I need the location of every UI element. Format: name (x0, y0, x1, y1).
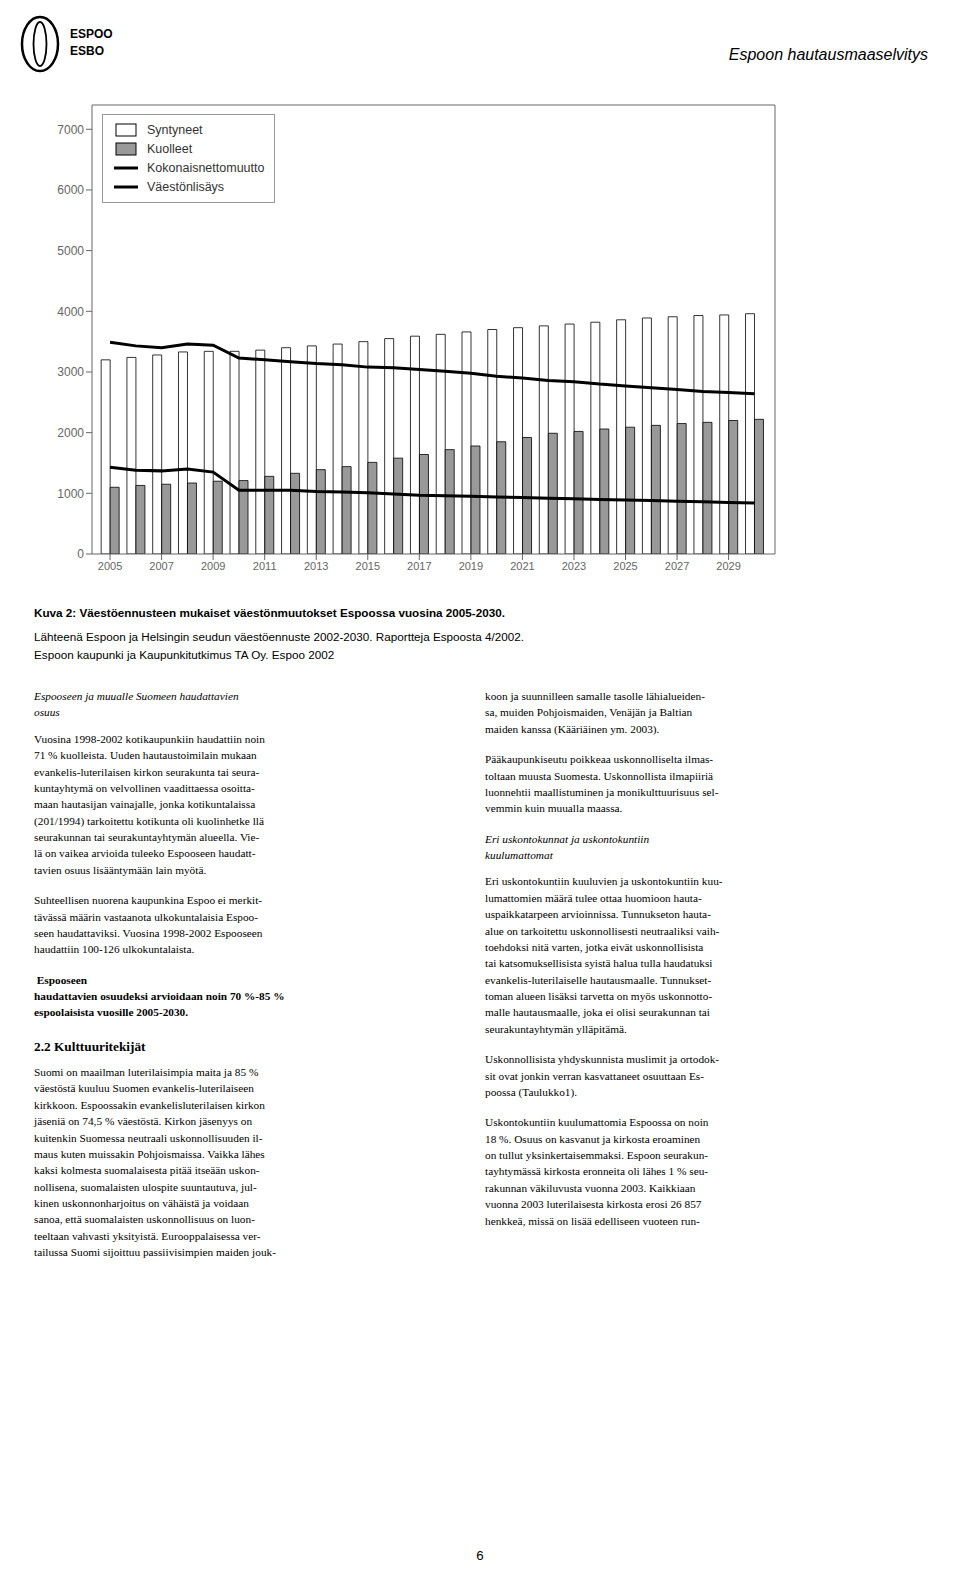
svg-text:7000: 7000 (57, 123, 84, 137)
svg-text:3000: 3000 (57, 365, 84, 379)
html-text:Väestönlisäys: Väestönlisäys (147, 180, 225, 194)
svg-text:2000: 2000 (57, 426, 84, 440)
html-text:ESBO: ESBO (70, 44, 104, 58)
svg-text:2019: 2019 (459, 560, 483, 572)
svg-text:6000: 6000 (57, 183, 84, 197)
html-text:Lähteenä Espoon ja Helsingin s: Lähteenä Espoon ja Helsingin seudun väes… (34, 630, 524, 643)
svg-text:2007: 2007 (149, 560, 173, 572)
html-text:Syntyneet: Syntyneet (147, 123, 203, 137)
html-text:Uskontokuntiin kuulumattomia E: Uskontokuntiin kuulumattomia Espoossa on… (485, 1116, 709, 1227)
html-text:koon ja suunnilleen samalle ta: koon ja suunnilleen samalle tasolle lähi… (485, 690, 705, 735)
html-text:Kuva 2: Väestöennusteen mukais: Kuva 2: Väestöennusteen mukaiset väestön… (34, 606, 505, 619)
svg-text:2015: 2015 (356, 560, 380, 572)
html-text:Pääkaupunkiseutu poikkeaa usko: Pääkaupunkiseutu poikkeaa uskonnolliselt… (485, 753, 719, 815)
svg-text:2025: 2025 (613, 560, 637, 572)
svg-text:2029: 2029 (716, 560, 740, 572)
html-text:Espooseen haudattavien osuudek: Espooseen haudattavien osuudeksi arvioid… (34, 973, 285, 1019)
html-text:6: 6 (476, 1548, 484, 1563)
svg-text:2017: 2017 (407, 560, 431, 572)
html-text:Espoon hautausmaaselvitys: Espoon hautausmaaselvitys (728, 46, 928, 63)
svg-text:2023: 2023 (562, 560, 586, 572)
html-text:Eri uskontokuntiin kuuluvien j: Eri uskontokuntiin kuuluvien ja uskontok… (485, 875, 723, 1035)
html-text:Espoon kaupunki ja Kaupunkitut: Espoon kaupunki ja Kaupunkitutkimus TA O… (34, 648, 335, 661)
svg-text:4000: 4000 (57, 305, 84, 319)
svg-text:2013: 2013 (304, 560, 328, 572)
svg-text:1000: 1000 (57, 487, 84, 501)
html-text:Eri uskontokunnat ja uskontoku: Eri uskontokunnat ja uskontokuntiin kuul… (485, 832, 650, 861)
html-text:2.2 Kulttuuritekijät: 2.2 Kulttuuritekijät (34, 1038, 146, 1054)
html-text:Suhteellisen nuorena kaupunkin: Suhteellisen nuorena kaupunkina Espoo ei… (34, 894, 263, 956)
svg-text:2009: 2009 (201, 560, 225, 572)
html-text:Vuosina 1998-2002 kotikaupunki: Vuosina 1998-2002 kotikaupunkiin haudatt… (34, 732, 265, 876)
html-text:Kuolleet: Kuolleet (147, 142, 193, 156)
svg-text:0: 0 (77, 547, 84, 561)
svg-text:2011: 2011 (253, 560, 277, 572)
html-text:Espooseen ja muualle Suomeen h: Espooseen ja muualle Suomeen haudattavie… (34, 690, 239, 719)
html-text:Kokonaisnettomuutto: Kokonaisnettomuutto (147, 161, 265, 175)
html-text:ESPOO: ESPOO (70, 27, 113, 41)
svg-text:2021: 2021 (510, 560, 534, 572)
svg-text:2005: 2005 (98, 560, 122, 572)
html-text:Suomi on maailman luterilaisim: Suomi on maailman luterilaisimpia maita … (34, 1066, 276, 1259)
svg-text:5000: 5000 (57, 244, 84, 258)
svg-text:2027: 2027 (665, 560, 689, 572)
html-text:Uskonnollisista yhdyskunnista: Uskonnollisista yhdyskunnista muslimit j… (485, 1053, 720, 1098)
